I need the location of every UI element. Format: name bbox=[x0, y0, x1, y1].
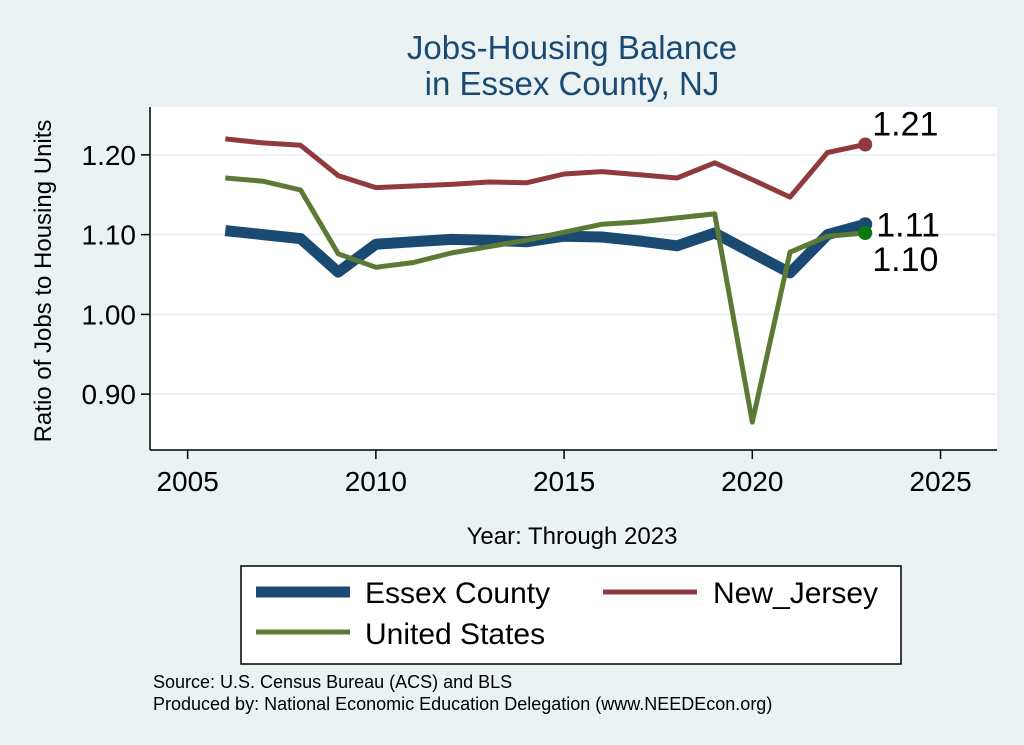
y-tick-label: 1.00 bbox=[82, 299, 137, 330]
x-tick-label: 2025 bbox=[909, 466, 971, 497]
x-tick-label: 2005 bbox=[156, 466, 218, 497]
series-line-new-jersey bbox=[225, 136, 866, 200]
y-tick-label: 0.90 bbox=[82, 379, 137, 410]
x-axis-label: Year: Through 2023 bbox=[467, 523, 678, 550]
end-value-label-essex-county: 1.11 bbox=[876, 206, 940, 244]
series-lines bbox=[224, 136, 867, 425]
producer-note: Produced by: National Economic Education… bbox=[153, 694, 772, 714]
series-line-essex-county bbox=[224, 218, 867, 279]
end-point-new-jersey bbox=[858, 137, 873, 152]
legend-box bbox=[240, 565, 902, 665]
end-point-united-states bbox=[858, 226, 873, 241]
legend: Essex County New_Jersey United States bbox=[240, 565, 902, 665]
legend-label-united-states: United States bbox=[365, 618, 545, 651]
source-note: Source: U.S. Census Bureau (ACS) and BLS bbox=[153, 672, 512, 692]
x-tick-label: 2010 bbox=[345, 466, 407, 497]
chart-title-line-1: Jobs-Housing Balance bbox=[407, 29, 737, 66]
plot-area bbox=[150, 107, 997, 450]
y-tick-label: 1.20 bbox=[82, 140, 137, 171]
end-value-label-new-jersey: 1.21 bbox=[872, 105, 938, 143]
x-tick-label: 2020 bbox=[721, 466, 783, 497]
y-axis-label: Ratio of Jobs to Housing Units bbox=[30, 120, 57, 443]
end-value-label-united-states: 1.10 bbox=[872, 241, 938, 279]
x-tick-label: 2015 bbox=[533, 466, 595, 497]
chart-title-line-2: in Essex County, NJ bbox=[425, 65, 720, 102]
end-markers: 1.11 1.21 1.10 bbox=[858, 105, 940, 279]
legend-label-essex-county: Essex County bbox=[365, 577, 550, 610]
y-tick-label: 1.10 bbox=[82, 220, 137, 251]
legend-label-new-jersey: New_Jersey bbox=[713, 577, 878, 610]
axes: 0.90 1.00 1.10 1.20 2005 2010 2015 2020 2025 bbox=[82, 107, 997, 497]
series-line-united-states bbox=[225, 175, 866, 425]
